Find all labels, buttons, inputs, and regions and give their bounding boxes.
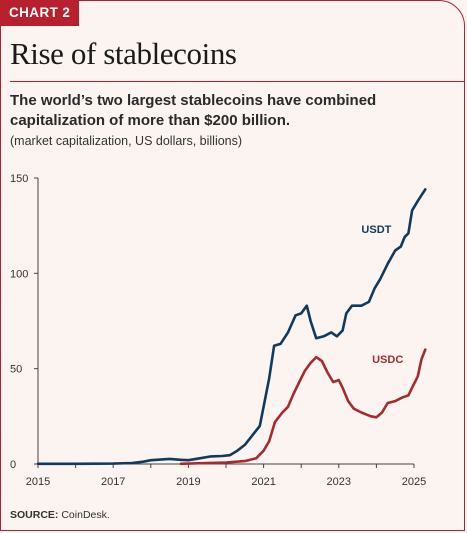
x-tick-label: 2023 <box>327 476 351 488</box>
source-text: CoinDesk. <box>61 509 110 521</box>
series-layer: USDT USDC <box>36 188 427 466</box>
units-note: (market capitalization, US dollars, bill… <box>10 134 243 148</box>
series-line-usdt <box>36 188 427 466</box>
y-tick-label: 50 <box>10 364 22 376</box>
y-tick-label: 150 <box>10 173 28 185</box>
axes: 0 50 100 150 2015 2017 2019 2021 2023 2025 <box>10 173 426 488</box>
x-tick-label: 2025 <box>402 476 426 488</box>
x-tick-label: 2021 <box>251 476 275 488</box>
chart-subtitle: The world’s two largest stablecoins have… <box>10 92 377 129</box>
x-tick-label: 2019 <box>176 476 200 488</box>
x-tick-label: 2017 <box>101 476 125 488</box>
y-tick-label: 100 <box>10 268 28 280</box>
series-line-usdc <box>179 348 427 466</box>
x-tick-label: 2015 <box>26 476 50 488</box>
series-label-usdt: USDT <box>361 224 391 236</box>
chart-badge: CHART 2 <box>0 0 80 26</box>
source-note: SOURCE: CoinDesk. <box>10 509 110 521</box>
chart-title: Rise of stablecoins <box>10 36 237 71</box>
y-tick-label: 0 <box>10 459 16 471</box>
source-label: SOURCE: <box>10 509 59 521</box>
title-divider <box>10 81 465 82</box>
series-label-usdc: USDC <box>372 354 403 366</box>
